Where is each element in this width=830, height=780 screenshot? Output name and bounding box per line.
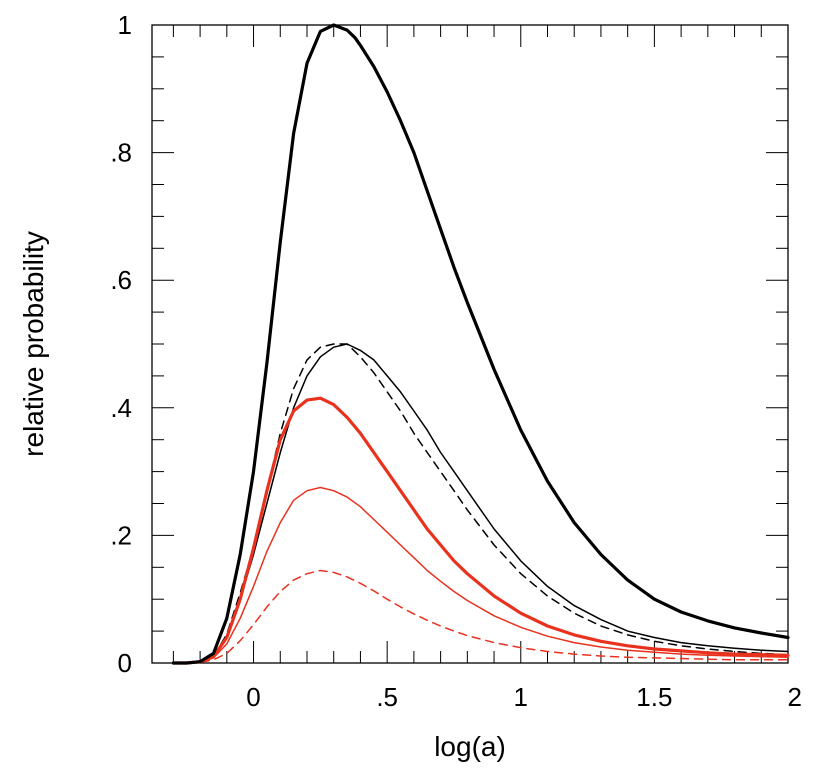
tick-labels: 0 .5 1 1.5 2 0 .2 .4 .6 .8 1 — [110, 10, 802, 712]
x-tick-label: 0 — [246, 682, 260, 712]
x-tick-label: .5 — [376, 682, 398, 712]
y-tick-label: .6 — [110, 265, 132, 295]
series-line-black-dashed — [172, 343, 789, 664]
x-tick-label: 1 — [514, 682, 528, 712]
x-axis-label: log(a) — [434, 731, 506, 762]
series-line-red-thin — [172, 486, 789, 664]
y-tick-label: 1 — [118, 10, 132, 40]
series-line-red-thick — [171, 396, 790, 665]
x-tick-label: 2 — [788, 682, 802, 712]
series-line-black-thin — [172, 343, 789, 664]
y-tick-label: .8 — [110, 138, 132, 168]
y-tick-label: .2 — [110, 520, 132, 550]
series-group — [171, 23, 790, 665]
y-axis-label: relative probability — [18, 231, 49, 457]
x-tick-label: 1.5 — [636, 682, 672, 712]
series-line-black-thick — [171, 23, 790, 665]
y-tick-label: .4 — [110, 393, 132, 423]
y-tick-label: 0 — [118, 648, 132, 678]
series-line-red-dashed — [172, 569, 789, 664]
